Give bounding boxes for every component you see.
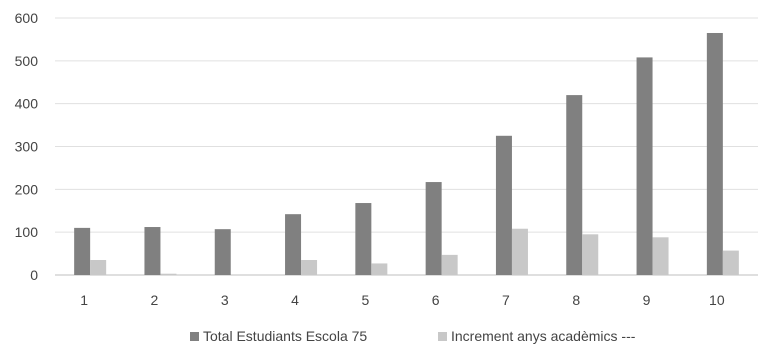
- x-tick-label: 2: [151, 292, 159, 308]
- bar-total: [636, 57, 653, 276]
- bar-total: [285, 214, 302, 275]
- bar-increment: [582, 234, 599, 275]
- legend-swatch: [438, 332, 447, 341]
- bar-total: [706, 32, 723, 275]
- y-axis-ticks: 0 100 200 300 400 500 600: [15, 10, 39, 283]
- y-tick-label: 0: [30, 267, 38, 283]
- x-tick-label: 4: [291, 292, 299, 308]
- x-tick-label: 7: [502, 292, 510, 308]
- x-tick-label: 6: [432, 292, 440, 308]
- bar-total: [425, 182, 442, 275]
- y-tick-label: 600: [15, 10, 39, 26]
- bar-increment: [441, 254, 458, 275]
- x-tick-label: 5: [361, 292, 369, 308]
- bar-increment: [652, 237, 669, 275]
- bar-total: [566, 95, 583, 275]
- bar-total: [144, 227, 161, 275]
- x-tick-label: 9: [643, 292, 651, 308]
- bar-increment: [371, 263, 388, 275]
- bar-total: [355, 203, 372, 275]
- y-tick-label: 300: [15, 139, 39, 155]
- bar-increment: [160, 273, 177, 275]
- x-tick-label: 8: [572, 292, 580, 308]
- x-tick-label: 1: [80, 292, 88, 308]
- legend-label: Total Estudiants Escola 75: [203, 328, 367, 344]
- bar-increment: [722, 250, 739, 275]
- bar-total: [74, 227, 91, 275]
- y-tick-label: 500: [15, 53, 39, 69]
- bar-total: [214, 229, 231, 275]
- gridlines: [55, 17, 758, 276]
- legend-swatch: [190, 332, 199, 341]
- x-tick-label: 3: [221, 292, 229, 308]
- x-tick-label: 10: [709, 292, 725, 308]
- y-tick-label: 400: [15, 96, 39, 112]
- bar-increment: [301, 260, 318, 275]
- bar-increment: [511, 228, 528, 275]
- x-axis-ticks: 1 2 3 4 5 6 7 8 9 10: [80, 292, 725, 308]
- y-tick-label: 200: [15, 181, 39, 197]
- bar-total: [495, 135, 512, 275]
- legend: Total Estudiants Escola 75 Increment anys…: [190, 328, 636, 344]
- bars: [74, 32, 739, 276]
- y-tick-label: 100: [15, 224, 39, 240]
- legend-label: Increment anys acadèmics ---: [451, 328, 636, 344]
- bar-increment: [90, 260, 107, 275]
